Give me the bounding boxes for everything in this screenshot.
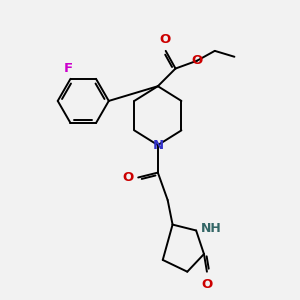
Text: O: O (122, 171, 133, 184)
Text: O: O (191, 54, 203, 67)
Text: N: N (152, 139, 164, 152)
Text: F: F (64, 62, 73, 75)
Text: O: O (201, 278, 213, 291)
Text: NH: NH (201, 222, 222, 235)
Text: O: O (159, 33, 170, 46)
